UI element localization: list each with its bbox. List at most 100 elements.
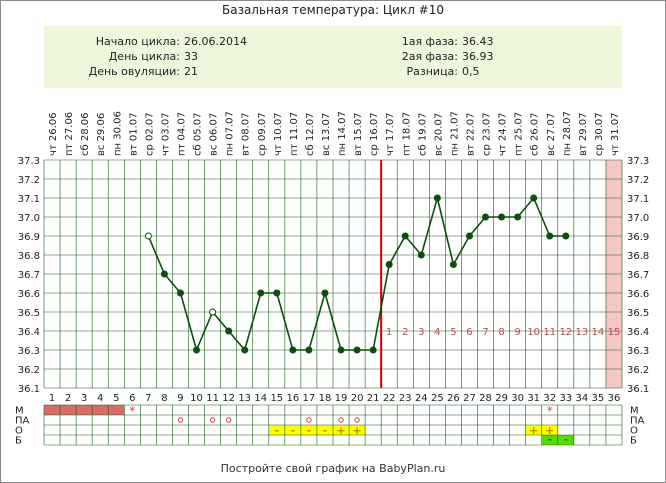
date-label: чт 26.06 (48, 112, 59, 156)
o-cell (268, 425, 285, 435)
temperature-point (449, 261, 457, 268)
day-number: 12 (222, 393, 235, 404)
luteal-day-label: 12 (559, 327, 572, 338)
luteal-day-label: 3 (418, 327, 424, 338)
day-number: 31 (527, 393, 540, 404)
day-number: 25 (431, 393, 444, 404)
day-number: 17 (303, 393, 316, 404)
pa-mark (306, 417, 312, 423)
temperature-point (241, 346, 249, 354)
temperature-point (144, 232, 152, 240)
pa-mark (209, 417, 216, 423)
day-number: 15 (270, 393, 283, 404)
date-label: пт 27.06 (64, 112, 75, 156)
chart-title: Базальная температура: Цикл #10 (221, 3, 444, 17)
o-mark: - (307, 424, 312, 437)
o-mark: - (291, 424, 296, 437)
day-number: 8 (161, 393, 167, 404)
day-number: 30 (511, 393, 524, 404)
day-number: 11 (206, 393, 219, 404)
date-label: пт 25.07 (514, 112, 525, 156)
day-number: 23 (399, 393, 412, 404)
menstruation-cell (60, 405, 77, 415)
y-tick-label-right: 36.2 (627, 365, 649, 376)
y-tick-label-right: 36.9 (627, 232, 649, 243)
day-number: 18 (319, 393, 332, 404)
o-cell (541, 425, 558, 435)
menstruation-cell (76, 405, 93, 415)
temperature-point (562, 232, 570, 240)
date-label: ср 09.07 (257, 112, 268, 156)
temperature-point (530, 194, 538, 202)
day-number: 35 (592, 393, 605, 404)
pa-mark (354, 417, 360, 423)
date-label: вт 22.07 (465, 112, 476, 156)
y-tick-label-right: 36.5 (627, 308, 649, 319)
luteal-day-label: 11 (543, 327, 556, 338)
temperature-point (225, 327, 233, 335)
y-tick-label-right: 37.3 (627, 156, 649, 167)
phase1-label: 1ая фаза: (401, 35, 458, 48)
temperature-point (514, 213, 522, 221)
cycle-start-value: 26.06.2014 (184, 35, 247, 48)
day-number: 32 (543, 393, 556, 404)
luteal-day-label: 6 (466, 327, 472, 338)
o-mark: + (352, 424, 361, 437)
day-number: 27 (463, 393, 476, 404)
temperature-point (482, 213, 490, 221)
moon-icon (496, 163, 504, 177)
day-number: 29 (495, 393, 508, 404)
date-label: чт 17.07 (385, 112, 396, 156)
pa-mark (177, 417, 184, 423)
temperature-point (160, 270, 168, 278)
menstruation-cell (92, 405, 109, 415)
difference-value: 0,5 (462, 65, 480, 78)
day-number: 28 (479, 393, 492, 404)
date-label: пн 30.06 (112, 111, 123, 156)
date-label: чт 03.07 (160, 112, 171, 156)
cycle-info-panel: Начало цикла: 26.06.2014 День цикла: 33 … (44, 26, 622, 88)
day-number: 20 (351, 393, 364, 404)
temperature-point (498, 213, 506, 221)
temperature-point (305, 346, 313, 354)
y-tick-label-left: 36.7 (18, 270, 40, 281)
date-label: вс 29.06 (96, 113, 107, 156)
y-tick-label-left: 36.6 (18, 289, 40, 300)
y-tick-label-left: 37.3 (18, 156, 40, 167)
temperature-point (433, 194, 441, 202)
pa-mark (338, 417, 344, 423)
luteal-day-label: 7 (482, 327, 488, 338)
y-tick-label-right: 36.4 (627, 327, 649, 338)
date-label: пт 18.07 (401, 112, 412, 156)
menstruation-cell (108, 405, 125, 415)
day-number: 10 (190, 393, 203, 404)
date-label: сб 26.07 (530, 113, 541, 156)
day-number: 24 (415, 393, 428, 404)
temperature-point (209, 308, 217, 316)
y-tick-label-left: 36.2 (18, 365, 40, 376)
luteal-day-label: 10 (527, 327, 540, 338)
y-tick-label-left: 36.1 (18, 384, 40, 395)
y-tick-label-right: 36.3 (627, 346, 649, 357)
day-number: 6 (129, 393, 135, 404)
y-tick-label-right: 37.0 (627, 213, 649, 224)
y-tick-label-left: 36.5 (18, 308, 40, 319)
o-cell (349, 425, 366, 435)
luteal-day-label: 2 (402, 327, 408, 338)
temperature-point (337, 346, 345, 354)
date-label: ср 30.07 (594, 112, 605, 156)
luteal-day-label: 8 (498, 327, 504, 338)
phase1-value: 36.43 (462, 35, 494, 48)
m-star-mark: * (547, 404, 553, 418)
day-number: 9 (177, 393, 183, 404)
temperature-point (369, 346, 377, 354)
luteal-day-label: 5 (450, 327, 456, 338)
date-label: пн 14.07 (337, 111, 348, 156)
y-tick-label-right: 36.7 (627, 270, 649, 281)
date-label: ср 23.07 (482, 112, 493, 156)
luteal-day-label: 4 (434, 327, 440, 338)
date-label: вс 06.07 (209, 113, 220, 156)
row-label-left: Б (15, 436, 22, 447)
date-label: сб 12.07 (305, 113, 316, 156)
date-label: вс 13.07 (321, 113, 332, 156)
